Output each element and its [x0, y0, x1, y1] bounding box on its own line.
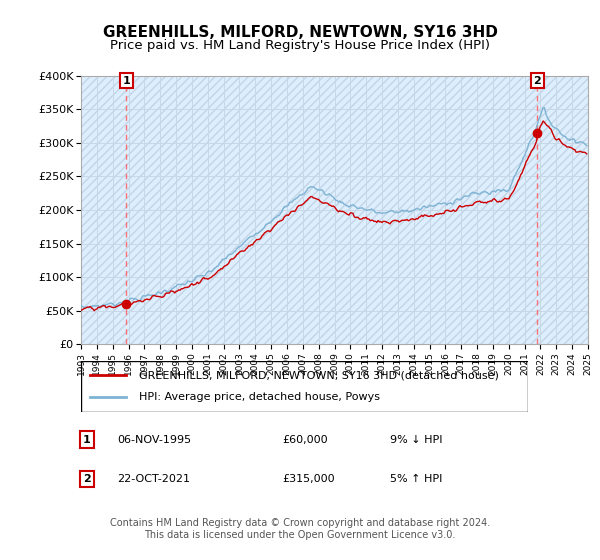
Text: £315,000: £315,000 — [282, 474, 335, 484]
Text: Price paid vs. HM Land Registry's House Price Index (HPI): Price paid vs. HM Land Registry's House … — [110, 39, 490, 52]
Text: 5% ↑ HPI: 5% ↑ HPI — [390, 474, 442, 484]
Text: 06-NOV-1995: 06-NOV-1995 — [117, 435, 191, 445]
Text: GREENHILLS, MILFORD, NEWTOWN, SY16 3HD: GREENHILLS, MILFORD, NEWTOWN, SY16 3HD — [103, 25, 497, 40]
Text: 2: 2 — [83, 474, 91, 484]
Text: 22-OCT-2021: 22-OCT-2021 — [117, 474, 190, 484]
Text: £60,000: £60,000 — [282, 435, 328, 445]
Text: 1: 1 — [122, 76, 130, 86]
Text: Contains HM Land Registry data © Crown copyright and database right 2024.
This d: Contains HM Land Registry data © Crown c… — [110, 519, 490, 540]
Text: 2: 2 — [533, 76, 541, 86]
Text: 1: 1 — [83, 435, 91, 445]
Text: 9% ↓ HPI: 9% ↓ HPI — [390, 435, 443, 445]
Text: HPI: Average price, detached house, Powys: HPI: Average price, detached house, Powy… — [139, 393, 380, 403]
Text: GREENHILLS, MILFORD, NEWTOWN, SY16 3HD (detached house): GREENHILLS, MILFORD, NEWTOWN, SY16 3HD (… — [139, 370, 499, 380]
